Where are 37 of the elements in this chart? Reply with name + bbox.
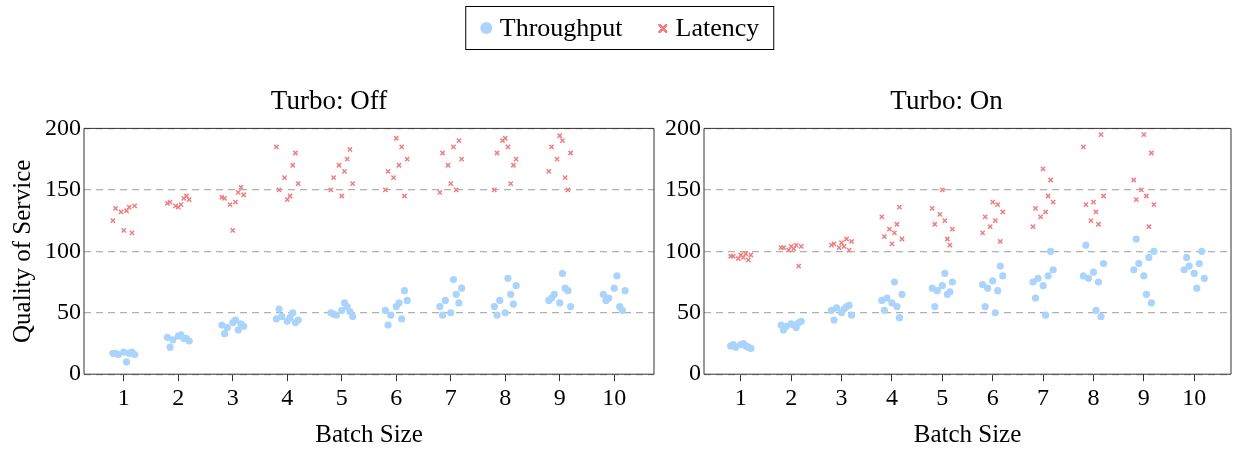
x-tick-label: 1 — [734, 383, 747, 410]
x-tick-label: 8 — [499, 383, 512, 410]
x-tick-label: 6 — [986, 383, 999, 410]
x-axis-title: Batch Size — [315, 419, 423, 447]
legend-label: Throughput — [499, 13, 623, 43]
y-tick-label: 0 — [69, 359, 81, 386]
x-tick-label: 2 — [785, 383, 798, 410]
x-tick-label: 1 — [117, 383, 130, 410]
x-tick-label: 9 — [1137, 383, 1150, 410]
x-tick-label: 4 — [885, 383, 898, 410]
y-tick-label: 0 — [689, 359, 701, 386]
y-tick-label: 100 — [665, 236, 701, 263]
x-tick-label: 5 — [335, 383, 348, 410]
x-tick-label: 3 — [835, 383, 848, 410]
y-tick-label: 50 — [57, 298, 81, 325]
x-tick-label: 10 — [1182, 383, 1207, 410]
x-tick-label: 7 — [1037, 383, 1050, 410]
x-tick-label: 9 — [553, 383, 566, 410]
x-tick-label: 8 — [1087, 383, 1100, 410]
y-tick-label: 50 — [677, 298, 701, 325]
y-tick-label: 200 — [45, 113, 81, 140]
x-axis-title: Batch Size — [913, 419, 1022, 447]
y-tick-label: 150 — [665, 175, 701, 202]
x-tick-label: 4 — [281, 383, 294, 410]
x-tick-label: 3 — [226, 383, 239, 410]
legend-label: Latency — [675, 13, 760, 43]
chart-title: Turbo: Off — [270, 85, 388, 116]
y-axis-title: Quality of Service — [7, 159, 35, 343]
x-tick-label: 10 — [602, 383, 627, 410]
y-tick-label: 200 — [665, 113, 701, 140]
x-tick-label: 6 — [390, 383, 403, 410]
x-tick-label: 7 — [444, 383, 457, 410]
x-tick-label: 5 — [936, 383, 949, 410]
y-tick-label: 100 — [45, 236, 81, 263]
x-tick-label: 2 — [172, 383, 185, 410]
y-tick-label: 150 — [45, 175, 81, 202]
chart-title: Turbo: On — [890, 85, 1004, 116]
